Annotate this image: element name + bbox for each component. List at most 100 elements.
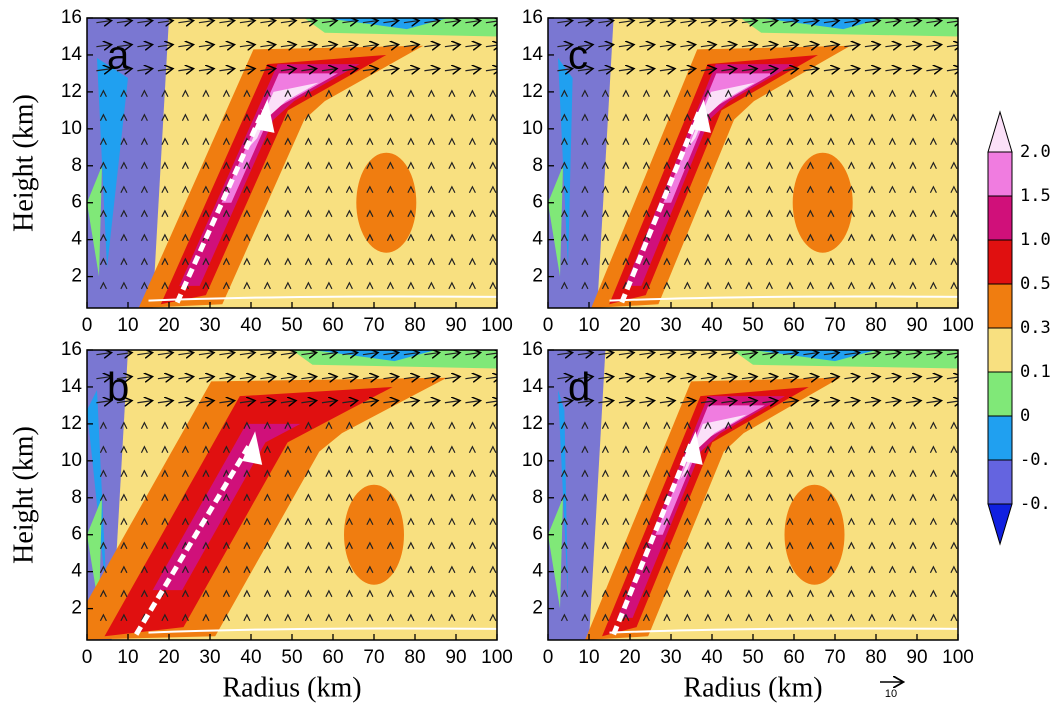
wind-vector — [181, 185, 189, 194]
wind-vector — [485, 45, 497, 47]
wind-vector — [99, 469, 107, 478]
radius-arrowhead — [254, 99, 275, 133]
wind-vector — [803, 69, 817, 71]
wind-vector — [868, 517, 876, 526]
wind-vector — [325, 565, 333, 574]
wind-vector — [868, 493, 876, 502]
wind-vector — [137, 377, 151, 379]
y-tick-label: 14 — [61, 44, 83, 65]
wind-vector — [120, 469, 128, 478]
wind-vector — [489, 209, 497, 218]
wind-vector — [99, 565, 107, 574]
wind-vector — [680, 45, 694, 47]
y-tick-label: 14 — [61, 376, 83, 397]
wind-vector — [700, 377, 715, 379]
wind-vector — [847, 493, 855, 502]
wind-vector — [243, 541, 251, 550]
wind-vector — [407, 565, 415, 574]
wind-vector — [427, 541, 435, 550]
y-tick-label: 8 — [532, 487, 543, 508]
wind-vector — [304, 445, 312, 454]
wind-vector — [926, 353, 940, 355]
wind-vector — [239, 353, 254, 355]
wind-vector — [137, 401, 151, 403]
wind-vector — [301, 401, 315, 403]
wind-vector — [386, 613, 394, 622]
wind-vector — [724, 137, 732, 146]
wind-vector — [120, 517, 128, 526]
wind-vector — [946, 377, 958, 379]
wind-vector — [407, 257, 415, 266]
wind-vector — [950, 257, 958, 266]
wind-vector — [721, 21, 735, 23]
wind-vector — [868, 589, 876, 598]
wind-vector — [598, 401, 612, 403]
wind-vector — [622, 185, 630, 194]
wind-vector — [946, 401, 958, 403]
wind-vector — [663, 209, 671, 218]
wind-vector — [765, 281, 773, 290]
wind-vector — [260, 353, 274, 355]
wind-vector — [888, 613, 896, 622]
wind-vector — [622, 161, 630, 170]
wind-vector — [468, 493, 476, 502]
wind-vector — [909, 613, 917, 622]
wind-vector — [885, 69, 899, 71]
x-tick-label: 100 — [481, 315, 513, 336]
wind-vector — [243, 589, 251, 598]
wind-vector — [96, 69, 110, 71]
wind-vector — [663, 469, 671, 478]
wind-vector — [704, 161, 712, 170]
wind-vector — [157, 353, 172, 355]
colorbar-label: -0.1 — [1020, 450, 1051, 470]
wind-vector — [741, 45, 756, 47]
wind-vector — [581, 445, 589, 454]
wind-vector — [284, 517, 292, 526]
y-tick-label: 4 — [71, 561, 82, 582]
wind-vector — [448, 493, 456, 502]
wind-vector — [929, 113, 937, 122]
wind-vector — [345, 89, 353, 98]
wind-vector — [342, 69, 356, 71]
x-tick-label: 50 — [742, 315, 763, 336]
wind-vector — [321, 353, 336, 355]
x-tick-label: 50 — [281, 647, 302, 668]
wind-vector — [601, 137, 609, 146]
wind-vector — [485, 21, 497, 23]
x-tick-label: 90 — [445, 315, 466, 336]
wind-vector — [786, 517, 794, 526]
wind-vector — [806, 281, 814, 290]
wind-vector — [560, 89, 568, 98]
x-tick-label: 70 — [824, 647, 845, 668]
colorbar-label: 1.0 — [1020, 230, 1051, 250]
wind-vector — [724, 281, 732, 290]
wind-vector — [642, 469, 650, 478]
wind-vector — [806, 445, 814, 454]
colorbar-cell — [987, 283, 1013, 329]
wind-vector — [448, 565, 456, 574]
wind-vector — [762, 45, 776, 47]
x-tick-label: 10 — [117, 647, 138, 668]
wind-vector — [864, 401, 879, 403]
y-tick-label: 4 — [532, 561, 543, 582]
wind-vector — [427, 185, 435, 194]
wind-vector — [663, 541, 671, 550]
x-tick-label: 20 — [619, 315, 640, 336]
wind-vector — [560, 517, 568, 526]
wind-vector — [700, 353, 715, 355]
wind-vector — [827, 233, 835, 242]
wind-vector — [444, 45, 459, 47]
wind-vector — [304, 257, 312, 266]
wind-vector — [489, 589, 497, 598]
wind-vector — [704, 589, 712, 598]
wind-vector — [929, 185, 937, 194]
wind-vector — [598, 353, 612, 355]
wind-vector — [864, 45, 879, 47]
wind-vector — [120, 421, 128, 430]
wind-vector — [827, 421, 835, 430]
wind-vector — [663, 161, 671, 170]
wind-vector — [639, 45, 653, 47]
wind-vector — [909, 589, 917, 598]
wind-vector — [304, 493, 312, 502]
